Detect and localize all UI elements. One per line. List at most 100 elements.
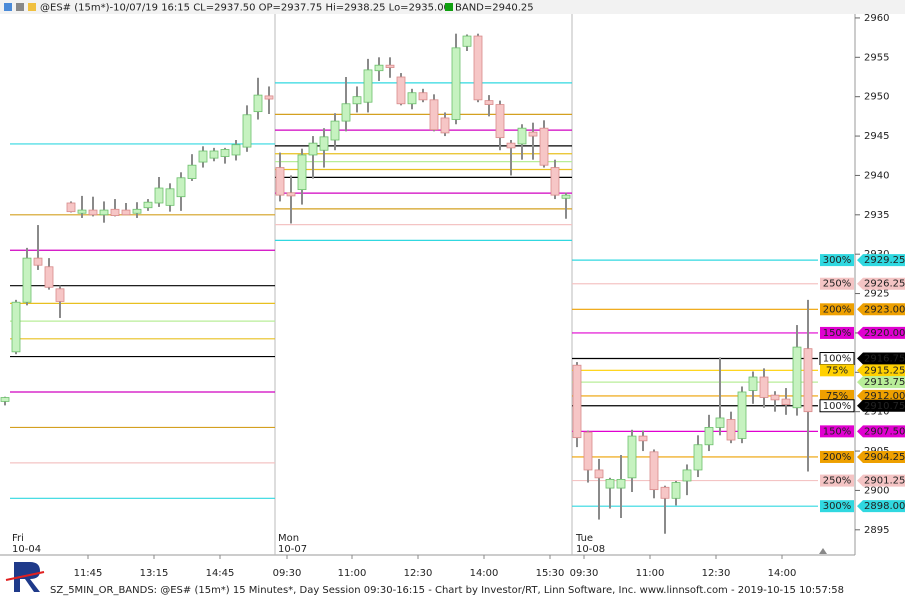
x-tick-label: 14:00: [768, 568, 797, 579]
candle-body: [495, 104, 505, 139]
candle-body: [517, 127, 527, 145]
candle-body: [550, 167, 560, 196]
pct-label: 200%: [823, 452, 852, 463]
pct-box: [820, 425, 854, 438]
price-box: [857, 425, 905, 438]
candle-body: [616, 479, 626, 489]
candle-body: [132, 208, 142, 214]
candle-body: [187, 164, 197, 179]
day-label: Mon: [278, 533, 299, 544]
price-label: 2904.25: [864, 452, 905, 463]
price-box: [857, 474, 905, 487]
candle-body: [506, 142, 516, 149]
pct-label: 150%: [823, 426, 852, 437]
legend-swatch: [445, 3, 453, 11]
pct-label: 200%: [823, 304, 852, 315]
header-title: @ES# (15m*)-10/07/19 16:15 CL=2937.50 OP…: [40, 3, 450, 14]
candle-body: [572, 364, 582, 439]
y-tick-label: 2940: [864, 170, 889, 181]
pct-label: 100%: [823, 354, 852, 365]
price-label: 2916.75: [864, 354, 905, 365]
candle-body: [583, 431, 593, 471]
candle-body: [440, 117, 450, 134]
price-box: [857, 376, 905, 389]
candle-body: [220, 149, 230, 157]
pct-box: [819, 399, 855, 413]
candle-body: [264, 95, 274, 100]
x-tick-label: 12:30: [702, 568, 731, 579]
pct-label: 250%: [823, 279, 852, 290]
price-label: 2913.75: [864, 377, 905, 388]
candle-body: [330, 120, 340, 141]
candle-body: [297, 154, 307, 191]
price-box: [857, 254, 905, 267]
price-box: [857, 500, 905, 513]
price-label: 2929.25: [864, 255, 905, 266]
x-tick-label: 09:30: [570, 568, 599, 579]
footer: SZ_5MIN_OR_BANDS: @ES# (15m*) 15 Minutes…: [50, 585, 844, 596]
candle-body: [11, 301, 21, 353]
candle-body: [473, 35, 483, 101]
price-label: 2923.00: [864, 304, 905, 315]
pct-box: [820, 500, 854, 513]
candle-body: [407, 92, 417, 105]
candle-body: [0, 397, 10, 402]
pct-label: 75%: [826, 365, 848, 376]
pct-box: [820, 326, 854, 339]
candle-body: [176, 177, 186, 198]
candle-body: [418, 92, 428, 101]
candle-body: [286, 192, 296, 197]
header-icon: [4, 3, 12, 11]
candle-body: [396, 76, 406, 105]
candle-body: [33, 257, 43, 266]
legend-label: BAND=2940.25: [455, 3, 534, 14]
header-icon: [28, 3, 36, 11]
candle-body: [99, 209, 109, 216]
candle-body: [484, 100, 494, 105]
candle-body: [429, 99, 439, 131]
pct-label: 150%: [823, 328, 852, 339]
pct-box: [820, 364, 854, 377]
candle-body: [198, 150, 208, 163]
x-tick-label: 13:15: [140, 568, 169, 579]
pct-label: 75%: [826, 391, 848, 402]
candle-body: [792, 346, 802, 409]
candle-body: [385, 64, 395, 68]
candle-body: [253, 94, 263, 113]
price-label: 2907.50: [864, 426, 905, 437]
pct-label: 100%: [823, 401, 852, 412]
y-tick-label: 2900: [864, 485, 889, 496]
candle-body: [748, 376, 758, 391]
candle-body: [55, 288, 65, 302]
price-label: 2926.25: [864, 279, 905, 290]
candle-body: [649, 451, 659, 491]
y-tick-label: 2895: [864, 525, 889, 536]
candle-body: [759, 376, 769, 398]
day-label: Fri: [12, 533, 24, 544]
x-tick-label: 14:45: [206, 568, 235, 579]
price-box: [857, 352, 905, 365]
candle-body: [66, 202, 76, 213]
date-label: 10-07: [278, 544, 307, 555]
candle-body: [594, 469, 604, 479]
candle-body: [627, 435, 637, 479]
x-tick-label: 11:00: [636, 568, 665, 579]
candle-body: [44, 266, 54, 288]
candle-body: [715, 417, 725, 428]
candle-body: [88, 209, 98, 216]
x-tick-label: 11:00: [338, 568, 367, 579]
candle-body: [539, 127, 549, 166]
candle-body: [22, 257, 32, 303]
pct-box: [820, 474, 854, 487]
price-box: [857, 326, 905, 339]
candle-body: [462, 35, 472, 47]
candle-body: [319, 136, 329, 151]
candle-body: [143, 201, 153, 209]
price-box: [857, 277, 905, 290]
x-tick-label: 14:00: [470, 568, 499, 579]
x-tick-label: 09:30: [273, 568, 302, 579]
y-tick-label: 2935: [864, 210, 889, 221]
candle-body: [561, 194, 571, 199]
price-label: 2898.00: [864, 501, 905, 512]
